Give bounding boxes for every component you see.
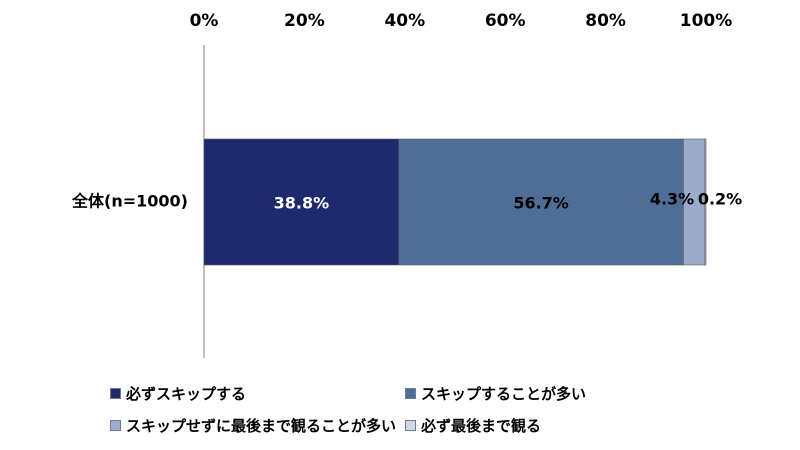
legend-label: 必ずスキップする: [126, 385, 247, 403]
legend-swatch: [405, 420, 416, 431]
legend-swatch: [110, 388, 121, 399]
legend-label: 必ず最後まで観る: [421, 417, 542, 435]
data-label: 0.2%: [698, 190, 742, 209]
x-tick-label: 100%: [680, 11, 733, 31]
x-tick-label: 80%: [585, 11, 626, 31]
bar-segment: [704, 138, 707, 266]
x-tick-label: 40%: [384, 11, 425, 31]
legend-item: スキップすることが多い: [405, 383, 586, 404]
data-label: 38.8%: [274, 194, 330, 213]
category-label: 全体(n=1000): [71, 192, 188, 211]
legend-item: 必ず最後まで観る: [405, 415, 541, 436]
x-tick-label: 20%: [284, 11, 325, 31]
data-label: 4.3%: [650, 190, 694, 209]
bar-segment: [203, 138, 400, 266]
x-tick-label: 0%: [190, 11, 219, 31]
legend-swatch: [405, 388, 416, 399]
bar-segment: [398, 138, 684, 266]
legend-item: 必ずスキップする: [110, 383, 246, 404]
x-tick-label: 60%: [485, 11, 526, 31]
data-label: 56.7%: [513, 194, 569, 213]
legend-label: スキップすることが多い: [421, 385, 587, 403]
legend-item: スキップせずに最後まで観ることが多い: [110, 415, 396, 436]
legend-label: スキップせずに最後まで観ることが多い: [126, 417, 397, 435]
legend-swatch: [110, 420, 121, 431]
